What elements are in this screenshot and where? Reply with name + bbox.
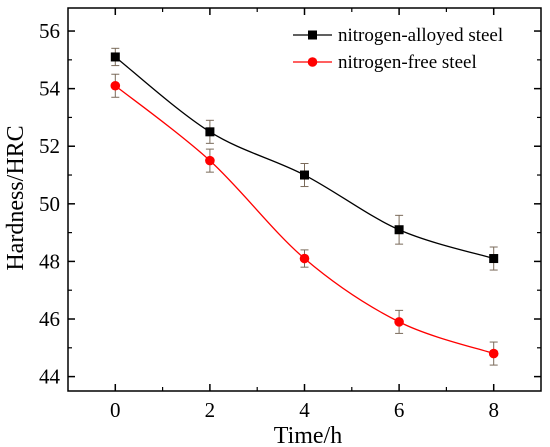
x-tick-label: 2: [205, 398, 216, 422]
x-tick-label: 8: [488, 398, 499, 422]
x-tick-label: 6: [394, 398, 405, 422]
y-tick-label: 52: [39, 134, 60, 158]
data-point: [489, 254, 499, 264]
y-tick-label: 44: [39, 365, 61, 389]
y-tick-label: 54: [39, 77, 61, 101]
x-tick-label: 0: [110, 398, 121, 422]
x-axis: 0 2 4 6 8: [110, 8, 499, 422]
data-point: [110, 52, 120, 62]
y-tick-label: 46: [39, 307, 60, 331]
y-tick-label: 50: [39, 192, 60, 216]
y-axis-title: Hardness/HRC: [3, 125, 29, 270]
data-point: [110, 80, 121, 91]
y-axis: 44 46 48 50 52 54 56: [39, 19, 541, 389]
data-point: [205, 127, 215, 137]
legend-label: nitrogen-free steel: [338, 52, 477, 73]
legend-marker: [307, 57, 318, 67]
series-line: [114, 56, 494, 260]
y-tick-label: 56: [39, 19, 60, 43]
x-axis-title: Time/h: [274, 423, 342, 447]
legend-marker: [308, 30, 317, 40]
series-nitrogen-free: [110, 73, 499, 366]
data-point: [394, 317, 404, 327]
data-point: [205, 155, 215, 166]
series-line: [114, 85, 494, 355]
data-point: [300, 170, 309, 180]
legend: nitrogen-alloyed steel nitrogen-free stee…: [293, 25, 503, 73]
x-tick-label: 4: [299, 398, 310, 422]
data-point: [488, 348, 499, 359]
data-point: [299, 253, 310, 264]
series-layer: [110, 47, 499, 366]
data-point: [394, 225, 404, 235]
legend-label: nitrogen-alloyed steel: [338, 25, 503, 46]
series-nitrogen-alloyed: [110, 47, 499, 271]
y-tick-label: 48: [39, 249, 60, 273]
